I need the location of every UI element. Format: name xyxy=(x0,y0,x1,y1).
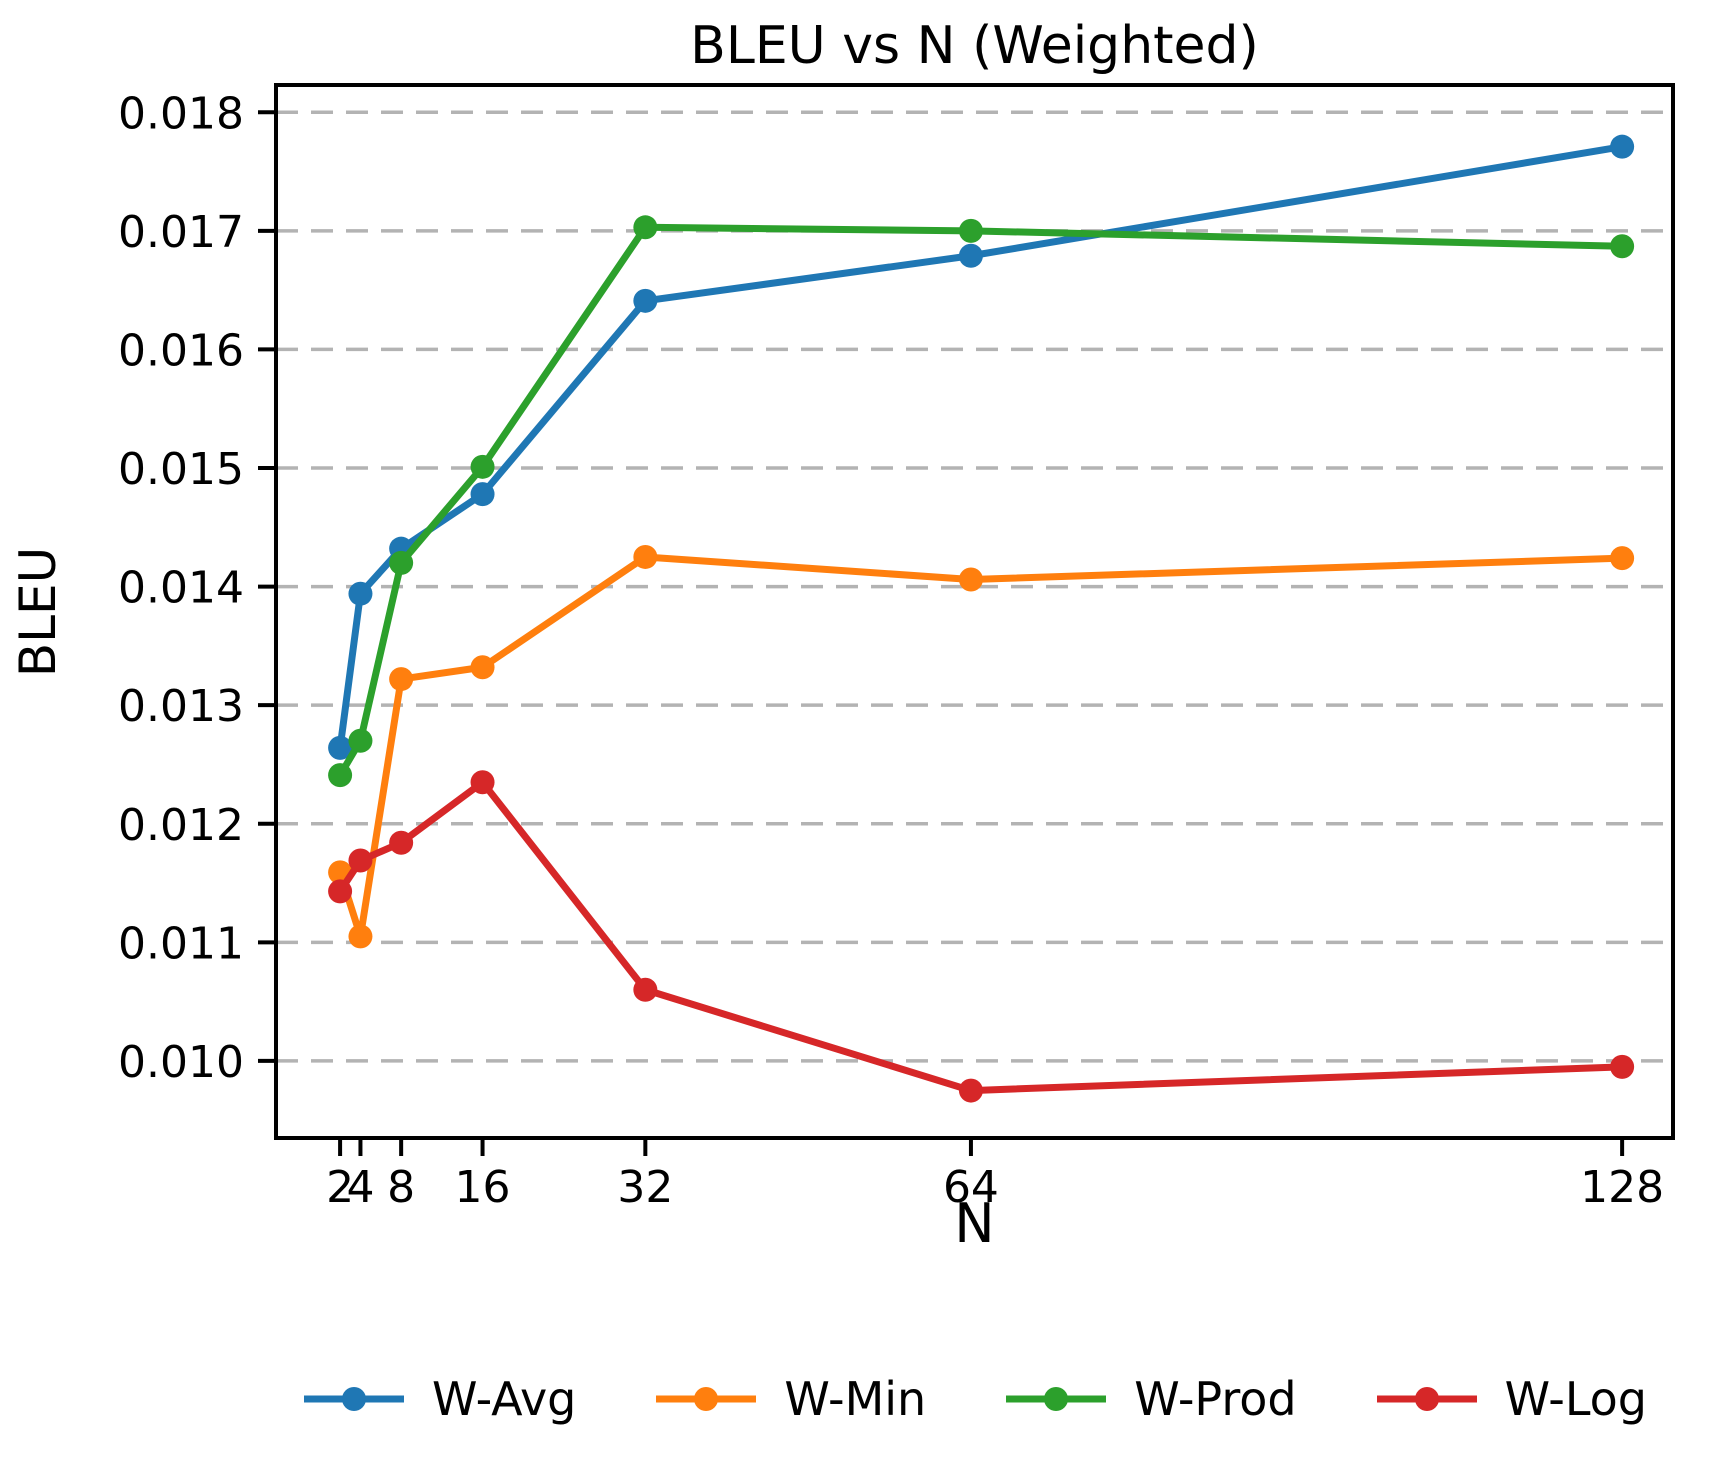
x-tick-label: 128 xyxy=(1580,1162,1664,1213)
data-point-marker xyxy=(328,763,353,788)
data-point-marker xyxy=(470,454,495,479)
data-point-marker xyxy=(389,667,414,692)
y-tick-label: 0.017 xyxy=(118,207,244,258)
legend-label: W-Prod xyxy=(1134,1372,1297,1426)
x-tick-label: 64 xyxy=(943,1162,999,1213)
data-point-marker xyxy=(958,218,983,243)
chart-title: BLEU vs N (Weighted) xyxy=(690,16,1259,76)
data-point-marker xyxy=(328,879,353,904)
y-tick-label: 0.018 xyxy=(118,88,244,139)
y-tick-label: 0.011 xyxy=(118,918,244,969)
data-point-marker xyxy=(348,924,373,949)
x-tick-label: 8 xyxy=(387,1162,415,1213)
x-axis-label: N xyxy=(954,1192,995,1255)
legend-label: W-Avg xyxy=(431,1372,577,1426)
data-point-marker xyxy=(1610,546,1635,571)
y-tick-label: 0.014 xyxy=(118,563,244,614)
data-point-marker xyxy=(958,243,983,268)
data-point-marker xyxy=(1610,1054,1635,1079)
data-point-marker xyxy=(470,655,495,680)
data-point-marker xyxy=(633,544,658,569)
y-tick-label: 0.013 xyxy=(118,681,244,732)
series-line xyxy=(336,223,1626,779)
legend-entry-w-log: W-Log xyxy=(1375,1372,1647,1426)
data-point-marker xyxy=(633,977,658,1002)
legend-entry-w-avg: W-Avg xyxy=(302,1372,576,1426)
data-point-marker xyxy=(1610,234,1635,259)
y-tick-label: 0.010 xyxy=(118,1037,244,1088)
legend-entry-w-prod: W-Prod xyxy=(1004,1372,1297,1426)
series-w-prod xyxy=(328,215,1635,788)
legend-label: W-Log xyxy=(1504,1372,1648,1426)
data-point-marker xyxy=(389,830,414,855)
data-point-marker xyxy=(348,848,373,873)
legend-label: W-Min xyxy=(784,1372,927,1426)
x-tick-label: 16 xyxy=(455,1162,511,1213)
legend: W-Avg W-Min W-Prod W-Log xyxy=(276,1372,1673,1426)
legend-marker-icon xyxy=(303,1387,404,1411)
series-line xyxy=(336,553,1626,940)
y-tick-label: 0.015 xyxy=(118,444,244,495)
y-tick-label: 0.012 xyxy=(118,800,244,851)
data-point-marker xyxy=(328,735,353,760)
y-tick-label: 0.016 xyxy=(118,325,244,376)
data-point-marker xyxy=(958,567,983,592)
legend-marker-icon xyxy=(1006,1387,1107,1411)
data-point-marker xyxy=(470,482,495,507)
data-point-marker xyxy=(958,1078,983,1103)
data-point-marker xyxy=(348,728,373,753)
series-w-avg xyxy=(328,134,1635,760)
series-w-log xyxy=(328,770,1635,1103)
data-point-marker xyxy=(348,581,373,606)
data-point-marker xyxy=(470,770,495,795)
x-tick-label: 32 xyxy=(617,1162,673,1213)
data-point-marker xyxy=(1610,134,1635,159)
data-point-marker xyxy=(389,550,414,575)
legend-entry-w-min: W-Min xyxy=(654,1372,926,1426)
data-point-marker xyxy=(633,288,658,313)
series-w-min xyxy=(328,544,1635,949)
data-point-marker xyxy=(633,215,658,240)
x-tick-label: 2 xyxy=(326,1162,354,1213)
legend-marker-icon xyxy=(656,1387,757,1411)
series-line xyxy=(336,778,1626,1095)
x-tick-label: 4 xyxy=(346,1162,374,1213)
plot-border xyxy=(274,83,1675,1140)
legend-marker-icon xyxy=(1376,1387,1477,1411)
